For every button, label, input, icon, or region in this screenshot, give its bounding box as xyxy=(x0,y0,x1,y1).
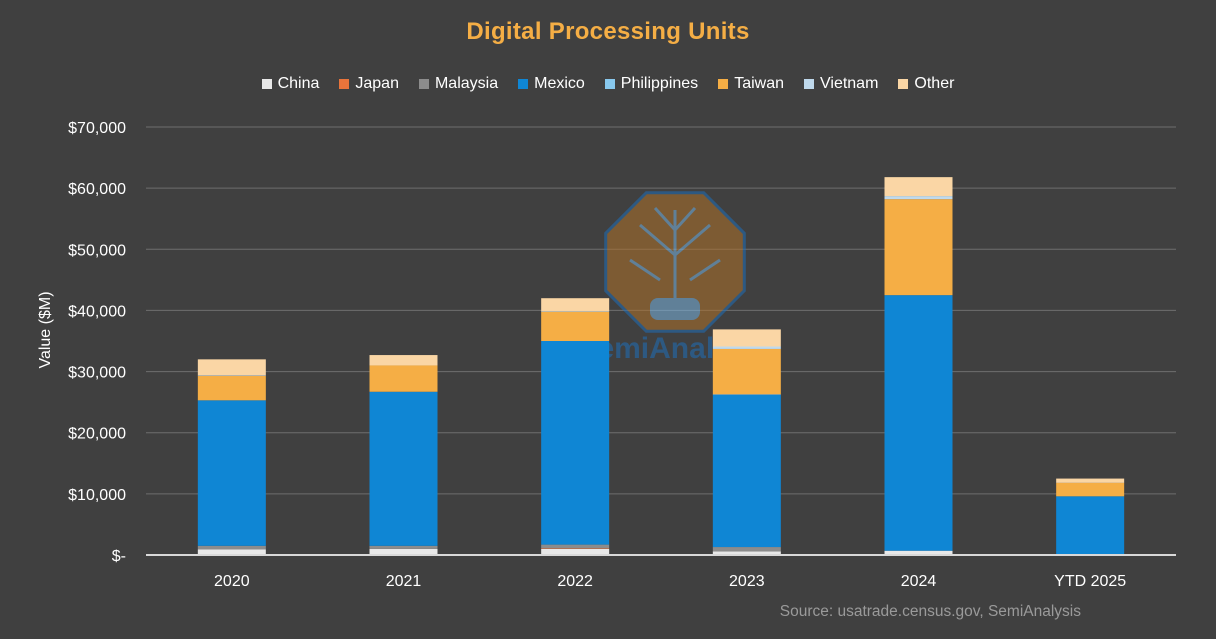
bar-segment-vietnam xyxy=(197,375,266,376)
x-tick-label: 2024 xyxy=(901,573,937,590)
y-tick-label: $60,000 xyxy=(68,181,126,198)
legend-item-vietnam: Vietnam xyxy=(804,75,878,93)
legend-label: Vietnam xyxy=(820,75,879,92)
y-tick-label: $40,000 xyxy=(68,303,126,320)
legend-item-malaysia: Malaysia xyxy=(418,75,499,93)
x-tick-label: 2022 xyxy=(557,573,593,590)
legend-swatch xyxy=(898,79,909,89)
legend-label: Japan xyxy=(355,75,399,92)
y-tick-label: $30,000 xyxy=(68,365,126,382)
bar-segment-other xyxy=(369,355,438,366)
legend-label: China xyxy=(277,75,320,92)
y-tick-label: $70,000 xyxy=(68,120,126,137)
legend: China Japan Malaysia Mexico Philippines Taiwa… xyxy=(0,75,1216,93)
bar-segment-vietnam xyxy=(541,311,610,312)
bar-segment-mexico xyxy=(541,341,610,545)
bar-segment-japan xyxy=(541,548,610,549)
legend-swatch xyxy=(339,79,350,89)
x-tick-label: 2023 xyxy=(729,573,765,590)
bar-segment-china xyxy=(712,551,781,555)
legend-label: Taiwan xyxy=(734,75,784,92)
legend-item-japan: Japan xyxy=(339,75,399,93)
chart-title: Digital Processing Units xyxy=(466,18,750,45)
bar-segment-vietnam xyxy=(884,196,953,200)
legend-swatch xyxy=(718,79,729,89)
bar-segment-china xyxy=(884,550,953,555)
bar-segment-mexico xyxy=(884,295,953,551)
legend-swatch xyxy=(418,79,429,89)
watermark-circuit-line xyxy=(629,258,661,282)
watermark-logo: SemiAnalysis xyxy=(577,191,773,365)
bar-segment-malaysia xyxy=(712,547,781,552)
x-tick-label: 2021 xyxy=(386,573,422,590)
legend-label: Other xyxy=(914,75,955,92)
watermark-circuit-line xyxy=(689,258,721,282)
legend-item-other: Other xyxy=(898,75,954,93)
bar-segment-taiwan xyxy=(197,375,266,401)
bar-segment-other xyxy=(712,329,781,347)
watermark-bulb xyxy=(650,298,700,320)
bar-segment-china xyxy=(541,548,610,555)
bar-segment-mexico xyxy=(197,400,266,546)
bar-segment-malaysia xyxy=(541,544,610,549)
bar-segment-mexico xyxy=(712,394,781,548)
watermark-circuit-line xyxy=(674,223,711,257)
bar-segment-other xyxy=(1056,478,1125,483)
bar-segment-taiwan xyxy=(712,348,781,395)
watermark-circuit-line xyxy=(653,206,677,232)
bar-segment-other xyxy=(884,177,953,197)
bar-segment-taiwan xyxy=(884,199,953,296)
bar-segment-philippines xyxy=(712,394,781,395)
bar-segment-other xyxy=(541,298,610,312)
legend-label: Malaysia xyxy=(434,75,499,92)
legend-item-china: China xyxy=(261,75,320,93)
x-tick-label: 2020 xyxy=(214,573,250,590)
bar-segment-taiwan xyxy=(1056,482,1125,497)
y-tick-label: $- xyxy=(112,548,126,565)
legend-label: Mexico xyxy=(534,75,585,92)
y-tick-label: $50,000 xyxy=(68,242,126,259)
x-tick-label: YTD 2025 xyxy=(1054,573,1126,590)
bar-segment-china xyxy=(197,549,266,555)
legend-label: Philippines xyxy=(620,75,699,92)
bar-segment-vietnam xyxy=(712,346,781,349)
source-note: Source: usatrade.census.gov, SemiAnalysi… xyxy=(779,603,1081,620)
watermark-circuit-line xyxy=(639,223,676,257)
bar-segment-malaysia xyxy=(369,545,438,549)
bar-segment-mexico xyxy=(1056,496,1125,555)
y-tick-label: $10,000 xyxy=(68,487,126,504)
legend-item-philippines: Philippines xyxy=(604,75,699,93)
legend-item-mexico: Mexico xyxy=(518,75,585,93)
legend-swatch xyxy=(604,79,615,89)
y-tick-label: $20,000 xyxy=(68,426,126,443)
legend-swatch xyxy=(518,79,529,89)
bar-segment-china xyxy=(369,548,438,555)
legend-item-taiwan: Taiwan xyxy=(718,75,784,93)
legend-swatch xyxy=(261,79,272,89)
legend-swatch xyxy=(804,79,814,89)
bar-segment-taiwan xyxy=(541,311,610,341)
watermark-circuit-line xyxy=(673,206,697,232)
bar-segment-taiwan xyxy=(369,365,438,392)
bar-segment-mexico xyxy=(369,391,438,546)
bar-segment-other xyxy=(197,359,266,376)
bar-segment-malaysia xyxy=(197,545,266,550)
